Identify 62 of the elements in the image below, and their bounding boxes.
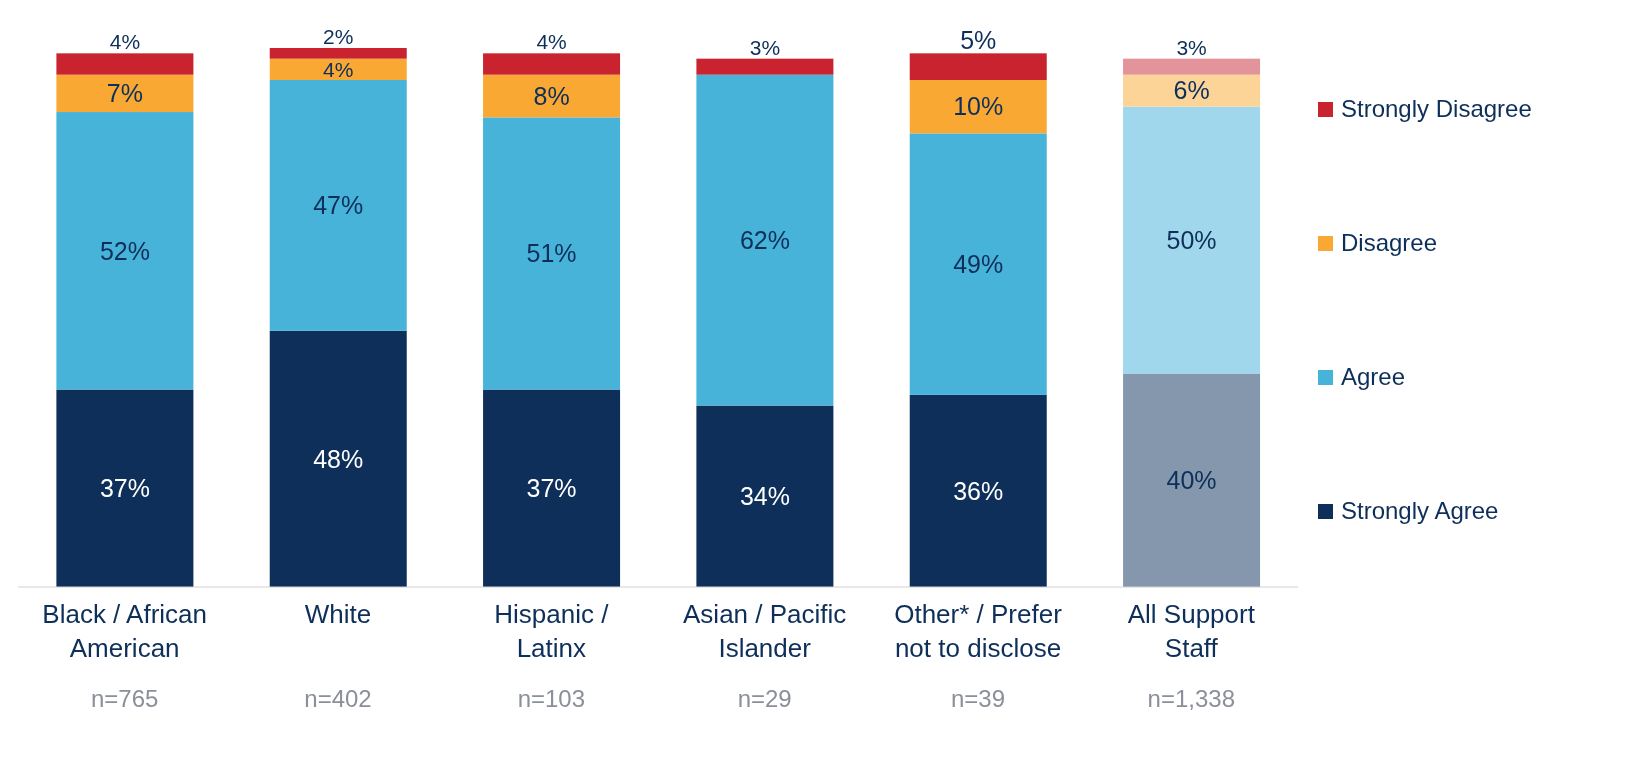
data-label: 3% — [749, 35, 781, 59]
bar — [269, 48, 407, 59]
bar — [483, 53, 621, 75]
data-label: 50% — [1166, 225, 1217, 254]
text: n=103 — [517, 685, 586, 712]
bar — [56, 389, 194, 587]
text: n=402 — [304, 685, 372, 712]
bar — [269, 58, 407, 81]
text: n=765 — [90, 685, 159, 712]
bar — [1123, 106, 1261, 374]
x-tick-label: Asian / Pacific Islander — [683, 599, 847, 663]
data-label: 36% — [953, 476, 1004, 505]
bar — [909, 53, 1047, 81]
data-label: 62% — [739, 225, 790, 254]
x-tick-label: White — [304, 599, 372, 629]
data-label: 5% — [960, 26, 997, 55]
data-label: 3% — [1176, 35, 1207, 59]
legend-label: Strongly Disagree — [1341, 95, 1532, 123]
bar — [1123, 373, 1261, 587]
data-label: 7% — [106, 79, 143, 108]
legend-label: Disagree — [1341, 229, 1438, 257]
data-label: 40% — [1166, 466, 1217, 495]
bar — [909, 80, 1047, 134]
data-label: 4% — [536, 30, 567, 54]
bar — [483, 74, 621, 118]
bar — [696, 405, 834, 587]
bar — [483, 389, 621, 587]
data-label: 49% — [953, 249, 1004, 278]
bar — [696, 58, 834, 75]
data-label: 4% — [323, 57, 354, 81]
bar — [909, 133, 1047, 395]
bar — [1123, 74, 1261, 107]
data-label: 6% — [1173, 76, 1210, 105]
data-label: 37% — [99, 474, 150, 503]
x-tick-label: All Support Staff — [1127, 599, 1256, 663]
text: n=1,338 — [1147, 685, 1236, 712]
x-tick-label: Other* / Prefer not to disclose — [894, 599, 1063, 663]
bar — [269, 330, 407, 587]
data-label: 2% — [323, 25, 354, 48]
legend-label: Agree — [1341, 363, 1406, 391]
data-label: 34% — [739, 482, 790, 511]
bar — [696, 74, 834, 406]
data-label: 4% — [109, 30, 141, 54]
data-label: 52% — [99, 236, 150, 265]
data-label: 8% — [533, 81, 570, 110]
bar — [1123, 58, 1261, 75]
data-label: 37% — [526, 474, 577, 503]
bar — [56, 112, 194, 390]
legend-label: Strongly Agree — [1341, 497, 1499, 525]
data-label: 47% — [313, 191, 364, 220]
data-label: 48% — [313, 444, 364, 473]
x-tick-label: Hispanic / Latinx — [494, 599, 610, 663]
bar — [56, 74, 194, 113]
data-label: 51% — [526, 239, 577, 268]
bar — [483, 117, 621, 390]
text: n=29 — [737, 685, 792, 712]
bar — [909, 394, 1047, 587]
text: n=39 — [950, 685, 1006, 712]
x-tick-label: Black / African American — [42, 599, 208, 663]
bar — [269, 80, 407, 331]
data-label: 10% — [953, 92, 1004, 121]
bar — [56, 53, 194, 75]
